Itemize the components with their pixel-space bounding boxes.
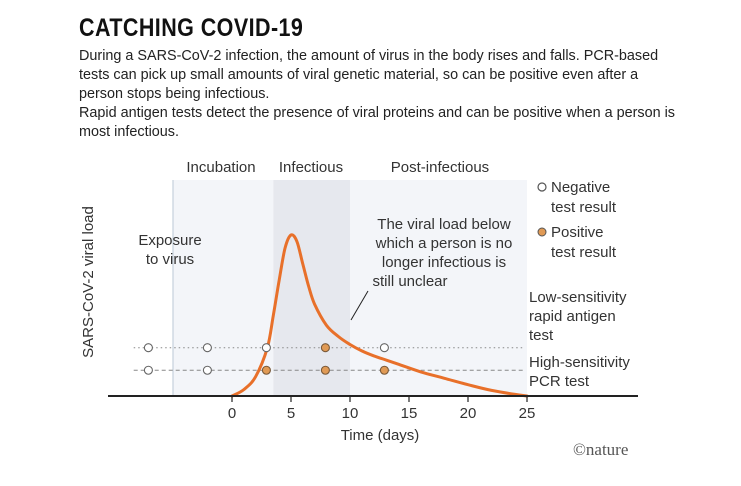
legend-positive-label-line-1: Positive [551, 224, 604, 241]
intro-paragraph-2: Rapid antigen tests detect the presence … [79, 105, 675, 140]
legend-negative-marker [537, 182, 547, 192]
pcr-test-label-line-1: High-sensitivity [529, 354, 630, 371]
antigen-test-label-line-1: Low-sensitivity [529, 289, 627, 306]
antigen-result-dot-negative [202, 343, 212, 353]
phase-band-post-infectious [350, 180, 527, 396]
legend-negative-label-line-2: test result [551, 199, 617, 216]
x-tick-label: 10 [342, 405, 359, 422]
pcr-result-dot-positive [320, 365, 330, 375]
legend-positive-label-line-2: test result [551, 244, 617, 261]
viral-load-curve [230, 233, 529, 398]
intro-text: During a SARS-CoV-2 infection, the amoun… [79, 47, 679, 142]
intro-paragraph-1: During a SARS-CoV-2 infection, the amoun… [79, 48, 659, 102]
antigen-result-dot-negative [379, 343, 389, 353]
annotation-leader-line [350, 290, 369, 321]
y-axis-title: SARS-CoV-2 viral load [80, 206, 97, 358]
phase-bands [172, 180, 527, 396]
pcr-result-dot-negative [202, 365, 212, 375]
phase-band-infectious [273, 180, 350, 396]
x-axis: 0 5 10 15 20 25 [108, 395, 638, 422]
pcr-result-dot-positive [261, 365, 271, 375]
annotation-line-2: which a person is no [375, 235, 513, 252]
antigen-result-dot-negative [261, 343, 271, 353]
x-tick-label: 15 [401, 405, 418, 422]
pcr-result-dot-positive [379, 365, 389, 375]
phase-label-post-infectious: Post-infectious [391, 159, 489, 176]
x-tick-label: 20 [460, 405, 477, 422]
x-tick-label: 5 [287, 405, 295, 422]
nature-credit: ©nature [573, 440, 629, 459]
pcr-result-dot-negative [143, 365, 153, 375]
legend-negative-label-line-1: Negative [551, 179, 610, 196]
phase-band-incubation [173, 180, 274, 396]
antigen-test-label-line-3: test [529, 327, 554, 344]
antigen-test-label-line-2: rapid antigen [529, 308, 616, 325]
exposure-label-line-2: to virus [146, 251, 194, 268]
annotation-line-4: still unclear [372, 273, 447, 290]
annotation-line-1: The viral load below [377, 216, 511, 233]
phase-label-infectious: Infectious [279, 159, 343, 176]
x-axis-title: Time (days) [341, 427, 420, 444]
pcr-test-label-line-2: PCR test [529, 373, 590, 390]
antigen-result-dot-negative [143, 343, 153, 353]
x-tick-label: 0 [228, 405, 236, 422]
chart-title: CATCHING COVID-19 [79, 14, 304, 42]
phase-label-incubation: Incubation [186, 159, 255, 176]
test-result-dots [143, 343, 389, 375]
antigen-result-dot-positive [320, 343, 330, 353]
annotation-line-3: longer infectious is [382, 254, 506, 271]
legend-positive-marker [537, 227, 547, 237]
x-tick-label: 25 [519, 405, 536, 422]
exposure-label-line-1: Exposure [138, 232, 201, 249]
